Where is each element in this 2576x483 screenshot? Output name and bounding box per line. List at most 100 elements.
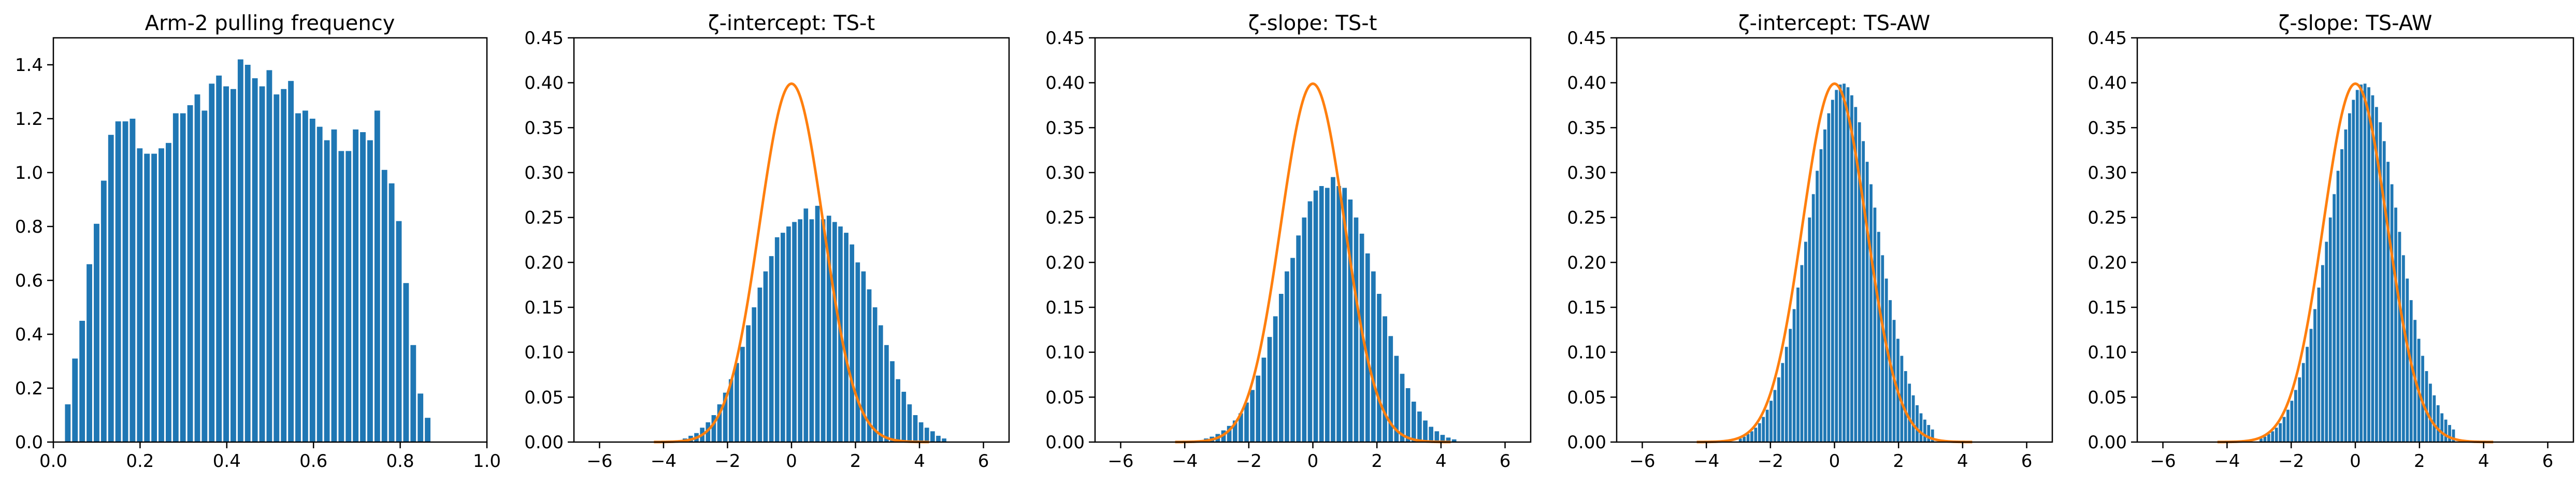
histogram-bar xyxy=(216,75,222,443)
y-tick-label: 0.20 xyxy=(1567,252,1606,273)
histogram-bar xyxy=(1762,417,1765,442)
normal-density-curve xyxy=(1696,82,1973,444)
histogram-bar xyxy=(815,206,820,442)
histogram-bar xyxy=(1877,232,1880,442)
histogram-bar xyxy=(2448,425,2451,442)
histogram-bar xyxy=(1342,188,1347,442)
x-tick-label: 0 xyxy=(2350,451,2361,472)
histogram-bar xyxy=(381,169,387,442)
panel-title: Arm-2 pulling frequency xyxy=(145,11,395,35)
histogram-bar xyxy=(1804,242,1807,442)
histogram-bar xyxy=(1908,383,1911,442)
histogram-bar xyxy=(821,219,826,442)
y-tick-label: 0.00 xyxy=(1567,432,1606,453)
y-tick-label: 0.00 xyxy=(1045,432,1085,453)
histogram-bar xyxy=(1285,271,1289,442)
histogram-bar xyxy=(1862,141,1865,443)
y-tick-label: 0.30 xyxy=(1045,163,1085,183)
histogram-bar xyxy=(2390,184,2394,442)
histogram-bar xyxy=(1371,271,1376,442)
histogram-bar xyxy=(2367,87,2370,442)
x-tick-label: 2 xyxy=(2414,451,2425,472)
histogram-bar xyxy=(1781,363,1785,442)
histogram-bar xyxy=(850,244,855,442)
histogram-bar xyxy=(2344,129,2348,443)
histogram-bar xyxy=(1354,217,1359,442)
histogram-bar xyxy=(1256,375,1261,442)
histogram-bar xyxy=(1446,437,1451,442)
histogram-bar xyxy=(1451,439,1457,442)
histogram-bar xyxy=(942,438,946,442)
histogram-bar xyxy=(1773,390,1777,442)
histogram-bar xyxy=(1383,316,1387,442)
y-tick-label: 0.20 xyxy=(524,252,564,273)
histogram-bar xyxy=(165,143,171,442)
y-tick-label: 0.05 xyxy=(1567,387,1606,408)
y-tick-label: 0.45 xyxy=(2088,28,2127,49)
histogram-bar xyxy=(1423,420,1428,442)
histogram-bar xyxy=(844,233,848,442)
histogram-bar xyxy=(1434,431,1440,442)
histogram-bar xyxy=(129,119,136,442)
histogram-bar xyxy=(872,307,877,442)
histogram-bar xyxy=(918,422,924,442)
histogram-bar xyxy=(2406,278,2409,442)
y-tick-label: 0.25 xyxy=(2088,208,2127,229)
histogram-bar xyxy=(1765,409,1769,442)
histogram-bar xyxy=(209,83,215,442)
x-tick-label: −6 xyxy=(1629,451,1655,472)
histogram-bar xyxy=(1881,255,1884,442)
histogram-bar xyxy=(924,428,929,442)
histogram-bar xyxy=(244,65,251,442)
histogram-bar xyxy=(418,393,424,442)
histogram-bar xyxy=(735,363,739,442)
histogram-bar xyxy=(2294,390,2297,442)
histogram-bar xyxy=(901,391,906,442)
x-tick-label: −2 xyxy=(2278,451,2304,472)
y-tick-label: 0.40 xyxy=(2088,73,2127,94)
histogram-bar xyxy=(2398,232,2401,442)
x-tick-label: −4 xyxy=(1693,451,1719,472)
x-tick-label: 0.6 xyxy=(299,451,327,472)
histogram-bar xyxy=(1239,413,1243,442)
histogram-bar xyxy=(202,110,208,442)
histogram-bar xyxy=(2352,100,2355,443)
histogram-bar xyxy=(1869,184,1873,442)
histogram-bar xyxy=(1923,419,1926,442)
histogram-bar xyxy=(1796,287,1800,442)
histogram-bar xyxy=(936,435,941,442)
histogram-bar xyxy=(108,135,114,442)
y-tick-label: 0.30 xyxy=(2088,163,2127,183)
y-tick-label: 0.10 xyxy=(2088,343,2127,363)
panel-title: ζ-intercept: TS-t xyxy=(708,11,875,35)
histogram-bar xyxy=(87,264,92,442)
histogram-bar xyxy=(2328,217,2332,442)
histogram-bar xyxy=(100,180,107,442)
histogram-bar xyxy=(1789,329,1792,442)
y-tick-label: 0.6 xyxy=(15,271,43,291)
histogram-bar xyxy=(1232,420,1237,442)
histogram-bar xyxy=(2436,405,2440,442)
histogram-bar xyxy=(1325,188,1330,442)
y-tick-label: 0.10 xyxy=(524,343,564,363)
y-tick-label: 0.8 xyxy=(15,217,43,237)
histogram-bar xyxy=(1417,411,1422,442)
x-tick-label: 0.8 xyxy=(386,451,414,472)
histogram-bar xyxy=(396,221,402,442)
histogram-bar xyxy=(2309,329,2313,442)
histogram-bar xyxy=(288,81,294,442)
histogram-bar xyxy=(94,223,99,442)
histogram-bar xyxy=(79,321,85,442)
histogram-bar xyxy=(803,208,809,442)
histogram-bar xyxy=(1777,377,1780,442)
histogram-bar xyxy=(1405,388,1411,442)
y-tick-label: 0.4 xyxy=(15,324,43,345)
histogram-bar xyxy=(706,422,711,442)
histogram-bar xyxy=(1889,300,1892,442)
histogram-bar xyxy=(2425,371,2428,442)
histogram-bar xyxy=(309,119,315,442)
histogram-bar xyxy=(1911,395,1915,442)
histogram-bar xyxy=(2355,90,2359,442)
histogram-bar xyxy=(65,404,71,442)
